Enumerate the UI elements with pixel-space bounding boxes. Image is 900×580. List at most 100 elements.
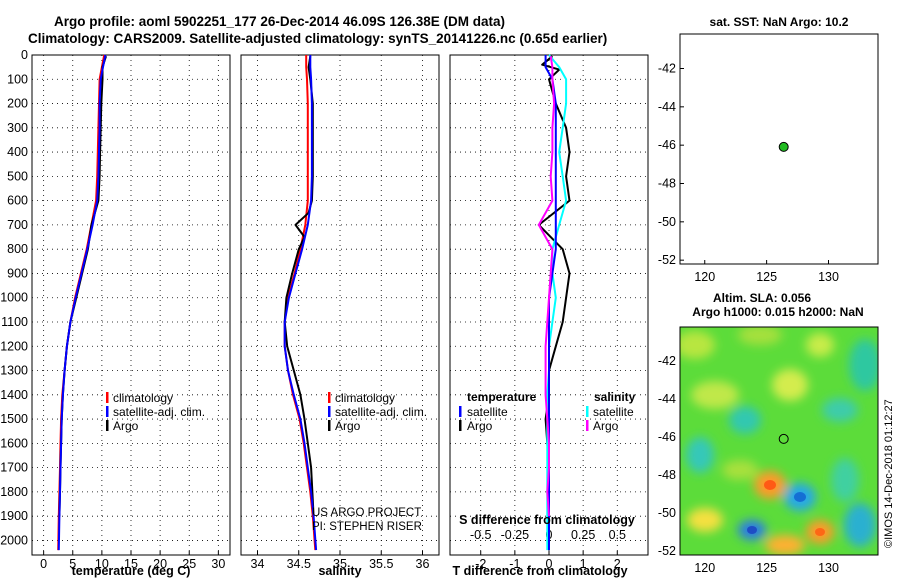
t-difference-argo-line: [537, 55, 571, 541]
t-difference-axis-label: T difference from climatology: [452, 564, 627, 578]
timestamp: ©IMOS 14-Dec-2018 01:12:27: [883, 399, 895, 548]
y-tick-label: 1100: [1, 315, 28, 329]
y-tick-label: -42: [658, 354, 676, 368]
argo-salinity-line: [283, 56, 315, 517]
legend-swatch-t-satellite: [459, 406, 462, 417]
y-tick-label: 1400: [0, 388, 28, 402]
legend-swatch-s-satellite: [586, 406, 589, 417]
legend-swatch-climatology: [328, 392, 331, 403]
x-tick-label: 34: [251, 557, 265, 571]
y-tick-label: 700: [7, 218, 28, 232]
y-tick-label: 1500: [0, 412, 28, 426]
y-tick-label: 1000: [0, 291, 28, 305]
tick-labels: 0100200300400500600700800900100011001200…: [0, 48, 839, 575]
x-tick-label: 130: [818, 561, 839, 575]
x-tick-label: 130: [818, 270, 839, 284]
legend-label-t-argo: Argo: [467, 419, 493, 433]
x-tick-label: 0: [546, 557, 553, 571]
s-difference-argo-line: [537, 56, 556, 517]
salinity-legend: climatology satellite-adj. clim. Argo: [328, 391, 427, 433]
y-tick-label: -44: [658, 100, 676, 114]
y-tick-label: 600: [7, 194, 28, 208]
y-tick-label: -48: [658, 177, 676, 191]
legend-swatch-argo: [106, 420, 109, 431]
legend-swatch-satellite: [106, 406, 109, 417]
y-tick-label: 1800: [0, 485, 28, 499]
y-tick-label: -52: [658, 253, 676, 267]
credit-line2: PI: STEPHEN RISER: [312, 521, 422, 533]
x-tick-label: 36: [416, 557, 430, 571]
x-tick-label: 20: [153, 557, 167, 571]
legend-label-satellite: satellite-adj. clim.: [335, 405, 427, 419]
legend-swatch-satellite: [328, 406, 331, 417]
credit-line1: US ARGO PROJECT: [312, 507, 421, 519]
y-tick-label: -42: [658, 62, 676, 76]
legend-swatch-t-argo: [459, 420, 462, 431]
y-tick-label: 1900: [0, 509, 28, 523]
legend-swatch-argo: [328, 420, 331, 431]
x-tick-label: 35.5: [369, 557, 393, 571]
sla-map-frame: [679, 326, 879, 556]
temperature-axis-label: temperature (deg C): [72, 564, 191, 578]
legend-label-t-satellite: satellite: [467, 405, 508, 419]
y-tick-label: 200: [7, 97, 28, 111]
legend-label-s-argo: Argo: [593, 419, 619, 433]
x-tick-label: -1: [509, 557, 520, 571]
y-tick-label: 100: [7, 72, 28, 86]
x-tick-label: 30: [211, 557, 225, 571]
legend-swatch-s-argo: [586, 420, 589, 431]
x-tick-label: 25: [182, 557, 196, 571]
x-tick-label: 120: [694, 561, 715, 575]
y-tick-label: 900: [7, 266, 28, 280]
legend-label-climatology: climatology: [335, 391, 395, 405]
salinity-axis-label: salinity: [318, 564, 361, 578]
y-tick-label: 300: [7, 121, 28, 135]
y-tick-label: -46: [658, 430, 676, 444]
figure-title-line1: Argo profile: aoml 5902251_177 26-Dec-20…: [54, 14, 505, 29]
x-tick-label: 0: [40, 557, 47, 571]
x-tick-label: 35: [333, 557, 347, 571]
y-tick-label: 1300: [0, 364, 28, 378]
argo-location-marker: [778, 433, 789, 444]
satellite-salinity-line: [283, 55, 318, 551]
x-tick-label: 2: [614, 557, 621, 571]
legend-label-climatology: climatology: [113, 391, 173, 405]
legend-label-argo: Argo: [113, 419, 139, 433]
x-tick-label: 125: [756, 561, 777, 575]
y-tick-label: 0: [21, 48, 28, 62]
legend-label-s-satellite: satellite: [593, 405, 634, 419]
sst-map-title: sat. SST: NaN Argo: 10.2: [710, 15, 849, 29]
x-tick-label: 10: [95, 557, 109, 571]
s-difference-satellite-line: [546, 54, 568, 551]
legend-label-satellite: satellite-adj. clim.: [113, 405, 205, 419]
y-tick-label: -44: [658, 392, 676, 406]
y-tick-label: -50: [658, 506, 676, 520]
top-tick-label: 0.25: [571, 528, 595, 542]
y-tick-label: -52: [658, 544, 676, 558]
y-tick-label: 500: [7, 169, 28, 183]
y-tick-label: -46: [658, 138, 676, 152]
x-tick-label: 15: [124, 557, 138, 571]
satellite-temperature-line: [57, 54, 107, 551]
climatology-temperature-line: [57, 54, 106, 551]
top-tick-label: -0.5: [470, 528, 492, 542]
legend-label-argo: Argo: [335, 419, 361, 433]
y-tick-label: 1700: [0, 461, 28, 475]
difference-legend: temperature salinity satellite Argo sate…: [459, 390, 636, 433]
y-tick-label: 2000: [0, 533, 28, 547]
legend-title-salinity: salinity: [594, 390, 636, 404]
x-tick-label: 1: [580, 557, 587, 571]
x-tick-label: 125: [756, 270, 777, 284]
argo-location-marker: [778, 141, 789, 152]
y-tick-label: 1600: [0, 436, 28, 450]
sla-map-title-line1: Altim. SLA: 0.056: [713, 291, 811, 305]
sst-map-frame: [679, 33, 879, 265]
x-tick-label: 5: [69, 557, 76, 571]
y-tick-label: 1200: [0, 339, 28, 353]
legend-title-temperature: temperature: [467, 390, 537, 404]
sla-heatmap: [680, 327, 878, 555]
sla-map-title-line2: Argo h1000: 0.015 h2000: NaN: [692, 305, 863, 319]
s-difference-axis-label: S difference from climatology: [459, 513, 635, 527]
temperature-legend: climatology satellite-adj. clim. Argo: [106, 391, 205, 433]
